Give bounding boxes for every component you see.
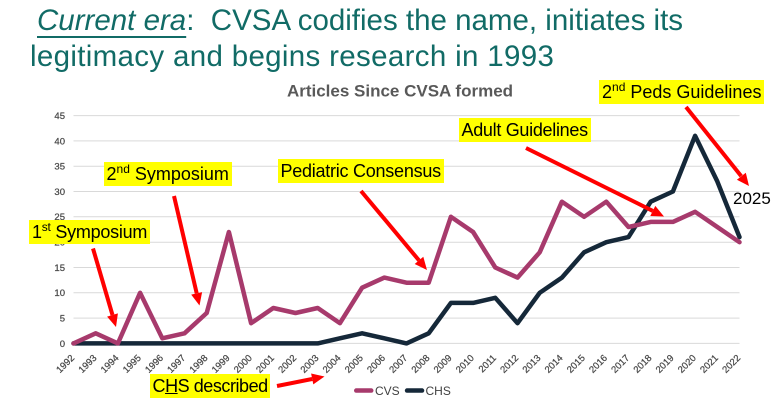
svg-text:2016: 2016 — [587, 353, 610, 376]
svg-text:2012: 2012 — [498, 353, 521, 376]
svg-text:10: 10 — [54, 288, 65, 299]
svg-text:2015: 2015 — [565, 353, 588, 376]
svg-text:2017: 2017 — [609, 353, 632, 376]
svg-text:2014: 2014 — [543, 353, 566, 376]
svg-text:2006: 2006 — [365, 353, 388, 376]
svg-text:5: 5 — [60, 314, 65, 325]
svg-text:1995: 1995 — [121, 353, 144, 376]
svg-text:45: 45 — [54, 111, 65, 122]
svg-text:1994: 1994 — [99, 353, 122, 376]
svg-text:2008: 2008 — [410, 353, 433, 376]
svg-text:1997: 1997 — [165, 353, 188, 376]
svg-text:35: 35 — [54, 162, 65, 173]
svg-text:25: 25 — [54, 212, 65, 223]
svg-text:2007: 2007 — [387, 353, 410, 376]
svg-text:2002: 2002 — [276, 353, 299, 376]
svg-text:2019: 2019 — [654, 353, 677, 376]
svg-text:2020: 2020 — [676, 353, 699, 376]
svg-text:2018: 2018 — [632, 353, 655, 376]
svg-text:2005: 2005 — [343, 353, 366, 376]
svg-text:0: 0 — [60, 339, 65, 350]
svg-text:1999: 1999 — [210, 353, 233, 376]
svg-text:2004: 2004 — [321, 353, 344, 376]
svg-text:30: 30 — [54, 187, 65, 198]
svg-text:15: 15 — [54, 263, 65, 274]
svg-text:1993: 1993 — [77, 353, 100, 376]
svg-text:1996: 1996 — [143, 353, 166, 376]
svg-text:1998: 1998 — [188, 353, 211, 376]
svg-text:2009: 2009 — [432, 353, 455, 376]
svg-text:2013: 2013 — [521, 353, 544, 376]
svg-text:CHS: CHS — [426, 384, 451, 398]
svg-text:2003: 2003 — [299, 353, 322, 376]
svg-text:CVS: CVS — [375, 384, 400, 398]
svg-text:2011: 2011 — [477, 353, 499, 375]
svg-text:2001: 2001 — [254, 353, 277, 376]
svg-text:2010: 2010 — [454, 353, 477, 376]
svg-text:1992: 1992 — [54, 353, 77, 376]
svg-text:2000: 2000 — [232, 353, 255, 376]
svg-text:2022: 2022 — [720, 353, 743, 376]
svg-text:Articles Since CVSA formed: Articles Since CVSA formed — [287, 82, 513, 101]
svg-text:2021: 2021 — [698, 353, 721, 376]
svg-text:40: 40 — [54, 136, 65, 147]
